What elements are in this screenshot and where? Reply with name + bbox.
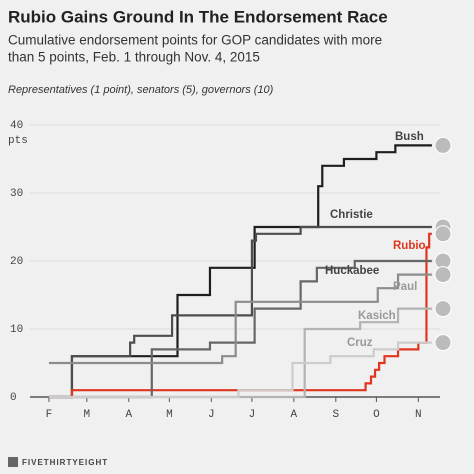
series-line [48, 232, 432, 399]
candidate-photo [434, 334, 452, 352]
y-tick-label: 10 [10, 324, 23, 336]
series-line [48, 259, 432, 399]
x-tick-label: J [208, 409, 215, 421]
y-tick-label: 0 [10, 392, 17, 404]
series-label: Cruz [347, 337, 373, 349]
candidate-photo [434, 300, 452, 318]
series-label: Rubio [393, 240, 426, 252]
x-tick-label: F [46, 409, 53, 421]
candidate-photo [434, 136, 452, 154]
series-line [48, 341, 432, 399]
y-unit: pts [8, 135, 28, 147]
x-tick-label: J [249, 409, 256, 421]
logo [8, 457, 18, 467]
x-tick-label: S [333, 409, 340, 421]
series-label: Kasich [358, 310, 396, 322]
series-label: Christie [330, 209, 373, 221]
chart-title: Rubio Gains Ground In The Endorsement Ra… [8, 7, 388, 26]
series-line [48, 273, 432, 365]
footer: FIVETHIRTYEIGHT [22, 458, 108, 467]
series-line [48, 144, 432, 399]
x-tick-label: M [166, 409, 173, 421]
x-tick-label: A [125, 409, 132, 421]
x-tick-label: N [415, 409, 422, 421]
series-line [48, 307, 432, 399]
series-label: Huckabee [325, 265, 379, 277]
x-tick-label: M [84, 409, 91, 421]
y-tick-label: 40 [10, 120, 23, 132]
y-tick-label: 20 [10, 256, 23, 268]
series-label: Bush [395, 131, 424, 143]
series-line [48, 225, 432, 399]
y-tick-label: 30 [10, 188, 23, 200]
subtitle: Cumulative endorsement points for GOP ca… [8, 33, 382, 48]
candidate-photo [434, 266, 452, 284]
x-tick-label: A [291, 409, 298, 421]
candidate-photo [434, 225, 452, 243]
subtitle: than 5 points, Feb. 1 through Nov. 4, 20… [8, 50, 260, 65]
x-tick-label: O [373, 409, 380, 421]
series-label: Paul [393, 281, 417, 293]
note: Representatives (1 point), senators (5),… [8, 84, 274, 96]
